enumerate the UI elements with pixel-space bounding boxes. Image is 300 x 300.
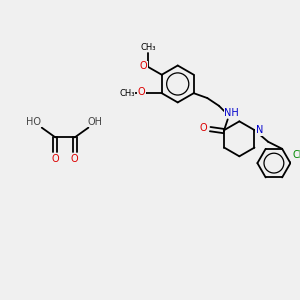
Text: CH₃: CH₃ [119, 89, 134, 98]
Text: N: N [256, 125, 263, 135]
Text: HO: HO [26, 117, 41, 127]
Text: O: O [140, 61, 147, 71]
Text: O: O [52, 154, 59, 164]
Text: Cl: Cl [292, 150, 300, 160]
Text: NH: NH [224, 108, 239, 118]
Text: O: O [71, 154, 79, 164]
Text: OH: OH [88, 117, 103, 127]
Text: CH₃: CH₃ [140, 43, 156, 52]
Text: O: O [200, 123, 207, 133]
Text: O: O [137, 87, 145, 97]
